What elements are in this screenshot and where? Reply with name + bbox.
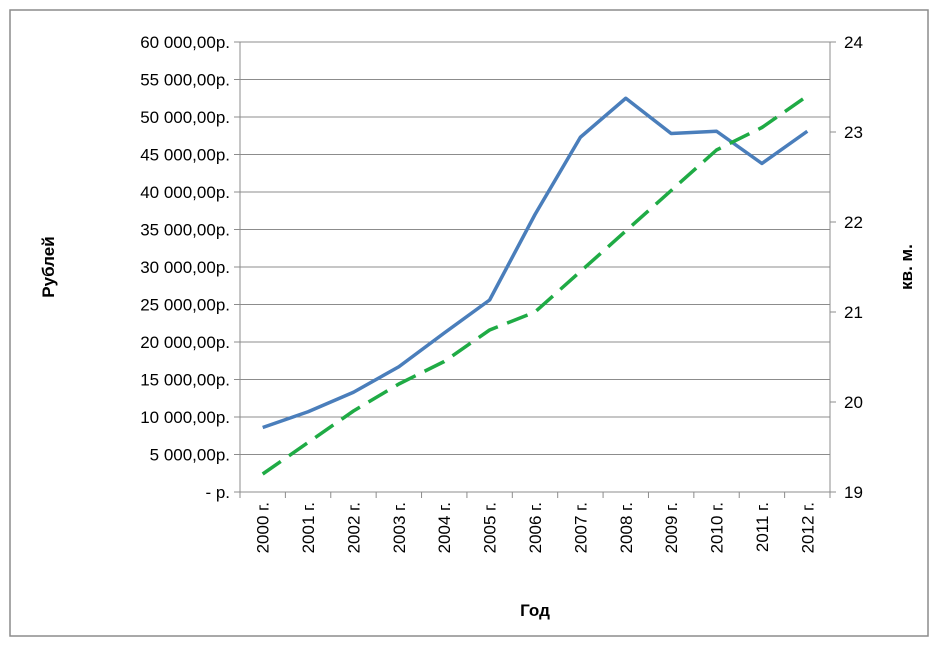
x-tick-label: 2009 г.: [662, 502, 681, 553]
x-tick-label: 2006 г.: [526, 502, 545, 553]
y2-tick-label: 22: [844, 213, 863, 232]
y-tick-label: 15 000,00р.: [140, 371, 230, 390]
y-tick-label: 55 000,00р.: [140, 71, 230, 90]
y2-tick-label: 19: [844, 483, 863, 502]
y-tick-label: 45 000,00р.: [140, 146, 230, 165]
y2-tick-label: 20: [844, 393, 863, 412]
x-tick-label: 2003 г.: [390, 502, 409, 553]
y-tick-label: 25 000,00р.: [140, 296, 230, 315]
y-axis-title: Рублей: [39, 236, 58, 297]
y2-tick-label: 21: [844, 303, 863, 322]
x-tick-label: 2002 г.: [344, 502, 363, 553]
x-tick-label: 2007 г.: [571, 502, 590, 553]
x-tick-label: 2010 г.: [708, 502, 727, 553]
y-tick-label: - р.: [205, 483, 230, 502]
y-tick-label: 35 000,00р.: [140, 221, 230, 240]
series-line: [262, 96, 809, 430]
y2-tick-label: 23: [844, 123, 863, 142]
y-tick-label: 10 000,00р.: [140, 408, 230, 427]
x-tick-label: 2005 г.: [481, 502, 500, 553]
y-tick-label: 40 000,00р.: [140, 183, 230, 202]
x-tick-label: 2001 г.: [299, 502, 318, 553]
x-axis-title: Год: [520, 601, 550, 620]
x-tick-label: 2012 г.: [798, 502, 817, 553]
x-tick-label: 2000 г.: [254, 502, 273, 553]
x-tick-label: 2004 г.: [435, 502, 454, 553]
x-tick-label: 2011 г.: [753, 502, 772, 552]
chart-frame: [9, 9, 929, 637]
y-tick-label: 5 000,00р.: [150, 446, 230, 465]
y-tick-label: 30 000,00р.: [140, 258, 230, 277]
y2-axis-title: кв. м.: [897, 244, 916, 290]
y2-tick-label: 24: [844, 33, 863, 52]
y-tick-label: 20 000,00р.: [140, 333, 230, 352]
y-tick-label: 60 000,00р.: [140, 33, 230, 52]
series-line: [261, 94, 809, 476]
y-tick-label: 50 000,00р.: [140, 108, 230, 127]
x-tick-label: 2008 г.: [617, 502, 636, 553]
